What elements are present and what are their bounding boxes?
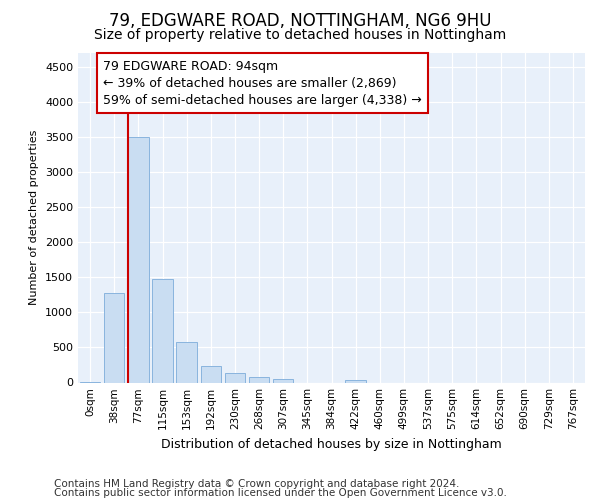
Bar — [224, 372, 245, 382]
Bar — [104, 292, 124, 382]
Text: Contains HM Land Registry data © Crown copyright and database right 2024.: Contains HM Land Registry data © Crown c… — [54, 479, 460, 489]
Text: 79, EDGWARE ROAD, NOTTINGHAM, NG6 9HU: 79, EDGWARE ROAD, NOTTINGHAM, NG6 9HU — [109, 12, 491, 30]
Bar — [128, 137, 149, 382]
Bar — [346, 380, 366, 382]
Text: Contains public sector information licensed under the Open Government Licence v3: Contains public sector information licen… — [54, 488, 507, 498]
Bar — [152, 280, 173, 382]
Text: Size of property relative to detached houses in Nottingham: Size of property relative to detached ho… — [94, 28, 506, 42]
Bar — [200, 366, 221, 382]
Bar — [249, 376, 269, 382]
Text: 79 EDGWARE ROAD: 94sqm
← 39% of detached houses are smaller (2,869)
59% of semi-: 79 EDGWARE ROAD: 94sqm ← 39% of detached… — [103, 60, 422, 106]
Bar — [176, 342, 197, 382]
Bar — [273, 379, 293, 382]
X-axis label: Distribution of detached houses by size in Nottingham: Distribution of detached houses by size … — [161, 438, 502, 451]
Y-axis label: Number of detached properties: Number of detached properties — [29, 130, 40, 305]
